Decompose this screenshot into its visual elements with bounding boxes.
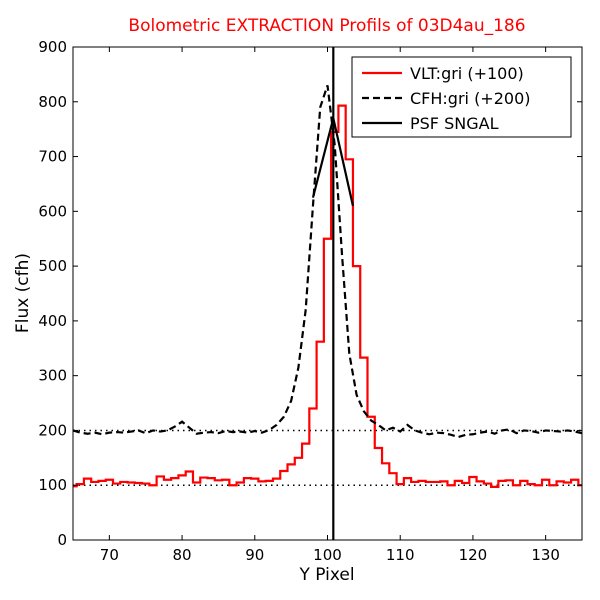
y-tick-label: 700: [38, 148, 67, 166]
y-tick-label: 400: [38, 312, 67, 330]
y-tick-label: 200: [38, 421, 67, 439]
x-tick-label: 100: [313, 546, 342, 564]
legend: VLT:gri (+100) CFH:gri (+200) PSF SNGAL: [351, 56, 572, 138]
y-tick-label: 800: [38, 93, 67, 111]
x-axis-label: Y Pixel: [298, 565, 354, 585]
y-tick-label: 600: [38, 202, 67, 220]
y-tick-label: 0: [57, 531, 67, 549]
series-line-0: [73, 104, 582, 488]
x-tick-label: 90: [245, 546, 264, 564]
x-tick-label: 130: [531, 546, 560, 564]
y-tick-label: 900: [38, 38, 67, 56]
x-tick-label: 120: [459, 546, 488, 564]
chart-title: Bolometric EXTRACTION Profils of 03D4au_…: [128, 16, 525, 36]
y-tick-label: 300: [38, 367, 67, 385]
x-tick-label: 80: [173, 546, 192, 564]
plot-area: [73, 47, 582, 540]
y-tick-label: 500: [38, 257, 67, 275]
legend-label-1: CFH:gri (+200): [410, 89, 531, 108]
legend-label-0: VLT:gri (+100): [410, 64, 524, 83]
legend-label-2: PSF SNGAL: [410, 114, 499, 133]
series-line-1: [73, 84, 582, 439]
y-tick-label: 100: [38, 476, 67, 494]
y-axis-label: Flux (cfh): [13, 253, 33, 333]
x-tick-label: 110: [386, 546, 415, 564]
axis-ticks: 70 80 90 100 110 120 130 0 100 200 300 400 500 600 700…: [38, 38, 582, 564]
x-tick-label: 70: [100, 546, 119, 564]
